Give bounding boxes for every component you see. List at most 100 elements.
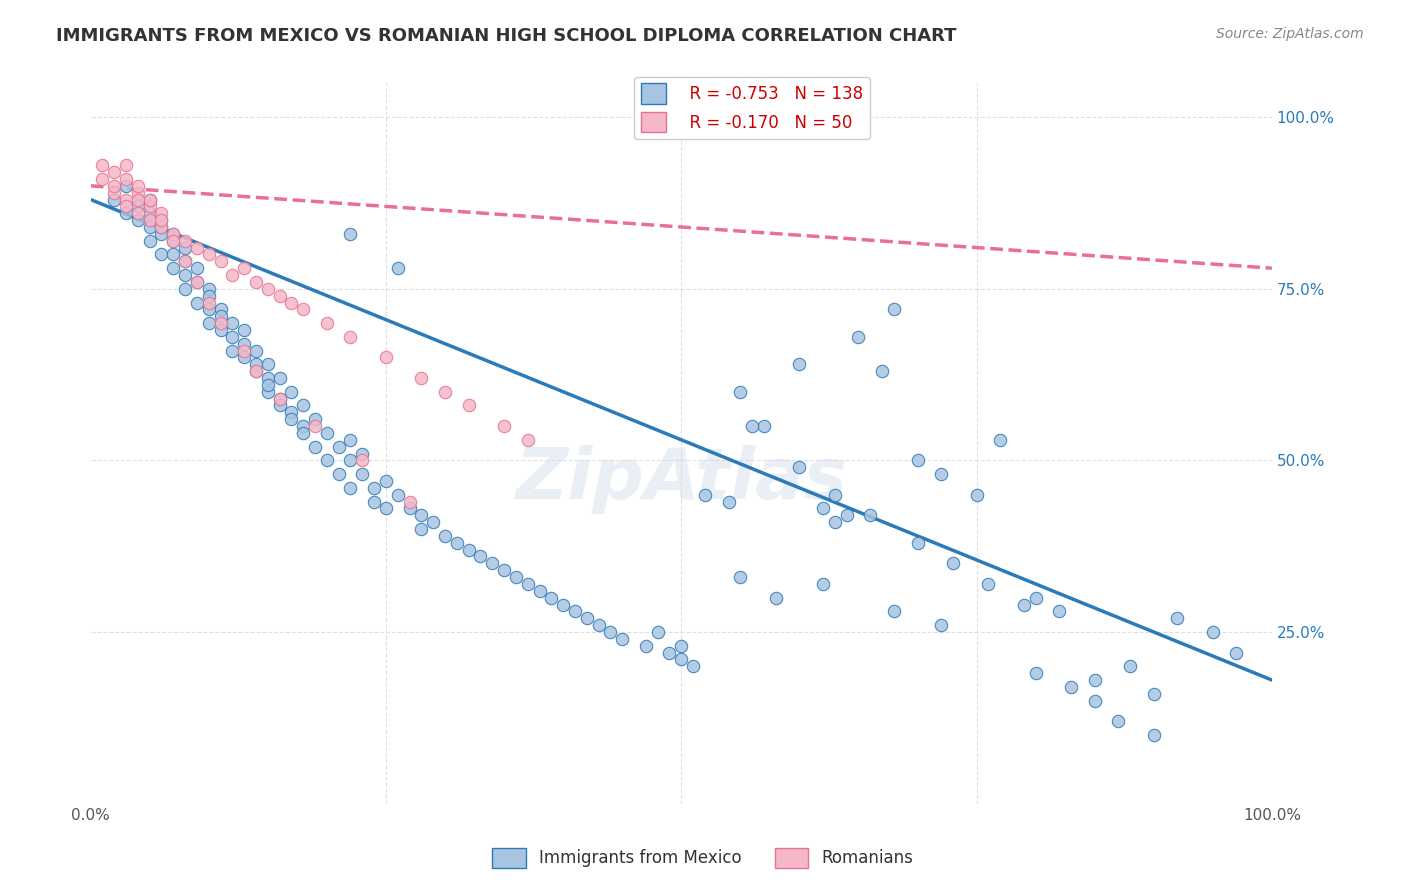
Point	[233, 343, 256, 358]
Point	[398, 494, 420, 508]
Point	[907, 535, 929, 549]
Point	[564, 604, 586, 618]
Point	[789, 357, 811, 371]
Point	[245, 275, 267, 289]
Point	[162, 234, 184, 248]
Point	[174, 282, 197, 296]
Point	[138, 234, 160, 248]
Point	[411, 508, 433, 523]
Point	[115, 178, 138, 193]
Point	[127, 213, 149, 227]
Point	[186, 295, 208, 310]
Point	[233, 261, 256, 276]
Point	[138, 193, 160, 207]
Point	[1143, 728, 1166, 742]
Point	[197, 295, 219, 310]
Legend:   R = -0.753   N = 138,   R = -0.170   N = 50: R = -0.753 N = 138, R = -0.170 N = 50	[634, 77, 870, 139]
Point	[150, 213, 173, 227]
Point	[256, 357, 278, 371]
Point	[505, 570, 527, 584]
Point	[162, 261, 184, 276]
Point	[599, 625, 621, 640]
Point	[1012, 598, 1035, 612]
Point	[138, 193, 160, 207]
Point	[269, 371, 291, 385]
Point	[387, 488, 409, 502]
Point	[162, 234, 184, 248]
Point	[256, 384, 278, 399]
Point	[328, 467, 350, 482]
Point	[115, 172, 138, 186]
Point	[221, 330, 243, 344]
Point	[115, 158, 138, 172]
Point	[339, 433, 361, 447]
Point	[115, 206, 138, 220]
Point	[942, 557, 965, 571]
Point	[186, 241, 208, 255]
Point	[292, 302, 315, 317]
Point	[824, 515, 846, 529]
Point	[115, 193, 138, 207]
Point	[221, 268, 243, 282]
Point	[292, 419, 315, 434]
Point	[977, 577, 1000, 591]
Point	[315, 425, 337, 440]
Point	[411, 522, 433, 536]
Point	[138, 219, 160, 234]
Point	[150, 219, 173, 234]
Point	[174, 254, 197, 268]
Point	[870, 364, 893, 378]
Point	[127, 193, 149, 207]
Point	[516, 433, 538, 447]
Point	[730, 384, 752, 399]
Legend: Immigrants from Mexico, Romanians: Immigrants from Mexico, Romanians	[485, 841, 921, 875]
Point	[671, 639, 693, 653]
Point	[127, 206, 149, 220]
Point	[328, 440, 350, 454]
Point	[186, 261, 208, 276]
Point	[174, 268, 197, 282]
Point	[457, 542, 479, 557]
Point	[741, 419, 763, 434]
Point	[221, 343, 243, 358]
Point	[269, 392, 291, 406]
Point	[233, 336, 256, 351]
Point	[245, 343, 267, 358]
Point	[730, 570, 752, 584]
Point	[221, 316, 243, 330]
Point	[197, 282, 219, 296]
Point	[1143, 687, 1166, 701]
Point	[966, 488, 988, 502]
Point	[280, 384, 302, 399]
Point	[374, 474, 396, 488]
Point	[658, 646, 681, 660]
Point	[91, 158, 114, 172]
Point	[1166, 611, 1188, 625]
Point	[115, 199, 138, 213]
Point	[824, 488, 846, 502]
Point	[540, 591, 562, 605]
Point	[1119, 659, 1142, 673]
Point	[352, 453, 374, 467]
Point	[339, 453, 361, 467]
Point	[292, 399, 315, 413]
Point	[150, 206, 173, 220]
Point	[91, 172, 114, 186]
Point	[717, 494, 740, 508]
Point	[398, 501, 420, 516]
Point	[256, 282, 278, 296]
Point	[127, 186, 149, 200]
Point	[374, 501, 396, 516]
Point	[374, 351, 396, 365]
Point	[245, 364, 267, 378]
Point	[174, 241, 197, 255]
Point	[811, 501, 834, 516]
Point	[209, 254, 232, 268]
Point	[269, 392, 291, 406]
Point	[315, 316, 337, 330]
Point	[422, 515, 444, 529]
Point	[150, 227, 173, 241]
Point	[197, 316, 219, 330]
Point	[352, 446, 374, 460]
Point	[907, 453, 929, 467]
